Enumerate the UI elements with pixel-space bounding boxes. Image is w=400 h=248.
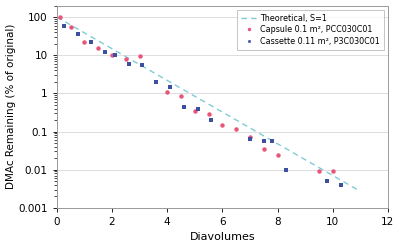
X-axis label: Diavolumes: Diavolumes [190, 232, 255, 243]
Legend: Theoretical, S=1, Capsule 0.1 m², PCC030C01, Cassette 0.11 m², P3C030C01: Theoretical, S=1, Capsule 0.1 m², PCC030… [238, 10, 384, 50]
Y-axis label: DMAc Remaining (% of original): DMAc Remaining (% of original) [6, 24, 16, 189]
